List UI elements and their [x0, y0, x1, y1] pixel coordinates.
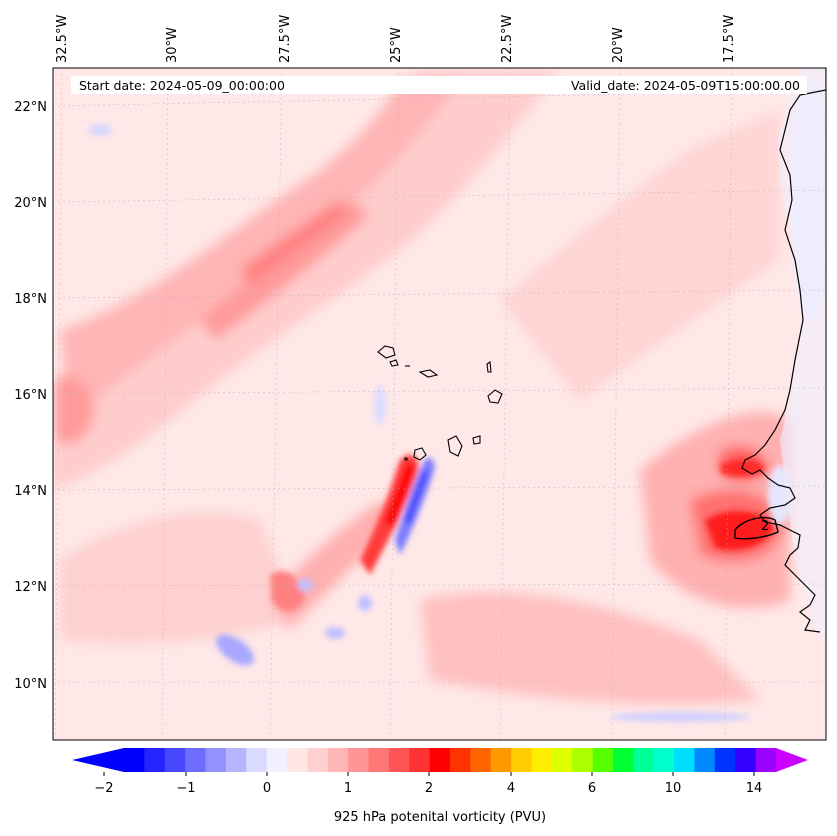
- colorbar-cell: [572, 748, 594, 772]
- lon-label: 25°W: [389, 27, 404, 63]
- colorbar-cell: [633, 748, 655, 772]
- colorbar-cell: [653, 748, 675, 772]
- colorbar-tick-label: −2: [94, 781, 113, 796]
- colorbar-tick-label: 0: [263, 781, 271, 796]
- colorbar-tick-label: 6: [588, 781, 596, 796]
- lat-label: 20°N: [14, 196, 47, 211]
- colorbar-cell: [327, 748, 349, 772]
- colorbar-tick-label: 10: [665, 781, 682, 796]
- latitude-labels: 22°N 20°N 18°N 16°N 14°N 12°N 10°N: [14, 100, 47, 692]
- lat-label: 16°N: [14, 388, 47, 403]
- colorbar-tick-label: 4: [507, 781, 515, 796]
- date-banner: [71, 76, 807, 94]
- colorbar-tick-label: 2: [425, 781, 433, 796]
- lon-label: 27.5°W: [278, 15, 293, 63]
- contour-label: 2: [761, 519, 769, 534]
- colorbar-cell: [613, 748, 634, 772]
- lon-label: 20°W: [611, 27, 626, 63]
- colorbar-tick-label: 1: [344, 781, 352, 796]
- lon-label: 30°W: [165, 27, 180, 63]
- colorbar-cell: [205, 748, 227, 772]
- valid-date-label: Valid_date: 2024-05-09T15:00:00.00: [571, 78, 800, 93]
- colorbar-cell: [694, 748, 716, 772]
- colorbar-cell: [429, 748, 451, 772]
- lon-label: 32.5°W: [55, 15, 70, 63]
- colorbar-cell: [246, 748, 268, 772]
- colorbar-cell: [409, 748, 431, 772]
- lat-label: 14°N: [14, 484, 47, 499]
- gridlines: [53, 68, 826, 740]
- map-panel: Start date: 2024-05-09_00:00:00 Valid_da…: [14, 15, 827, 741]
- colorbar-cell: [164, 748, 186, 772]
- colorbar-cell: [470, 748, 492, 772]
- pv-field: Start date: 2024-05-09_00:00:00 Valid_da…: [53, 68, 826, 740]
- colorbar-cell: [450, 748, 471, 772]
- islands: [377, 345, 503, 461]
- colorbar-cell: [511, 748, 532, 772]
- colorbar: −2 −1 0 1 2 4 6 10 14 925 hPa potenital …: [72, 748, 808, 825]
- colorbar-cell: [531, 748, 553, 772]
- lat-label: 18°N: [14, 292, 47, 307]
- colorbar-extend-max: [776, 748, 808, 772]
- start-date-label: Start date: 2024-05-09_00:00:00: [79, 78, 285, 93]
- lon-label: 22.5°W: [500, 15, 515, 63]
- colorbar-cell: [185, 748, 206, 772]
- colorbar-cell: [287, 748, 308, 772]
- lon-label: 17.5°W: [722, 15, 737, 63]
- colorbar-cell: [144, 748, 166, 772]
- colorbar-cell: [490, 748, 512, 772]
- coastline: [741, 68, 826, 633]
- colorbar-cell: [714, 748, 736, 772]
- longitude-labels: 32.5°W 30°W 27.5°W 25°W 22.5°W 20°W 17.5…: [55, 15, 737, 63]
- colorbar-cell: [225, 748, 247, 772]
- colorbar-cell: [307, 748, 329, 772]
- colorbar-cell: [266, 748, 288, 772]
- colorbar-cell: [348, 748, 369, 772]
- colorbar-cell: [755, 748, 777, 772]
- lat-label: 12°N: [14, 580, 47, 595]
- colorbar-cell: [551, 748, 573, 772]
- colorbar-cell: [674, 748, 695, 772]
- colorbar-tick-label: −1: [176, 781, 195, 796]
- colorbar-cell: [592, 748, 614, 772]
- colorbar-tick-label: 14: [746, 781, 763, 796]
- colorbar-cell: [388, 748, 410, 772]
- colorbar-cell: [124, 748, 145, 772]
- colorbar-label: 925 hPa potenital vorticity (PVU): [334, 810, 546, 825]
- lat-label: 10°N: [14, 677, 47, 692]
- map-frame: [52, 67, 827, 741]
- lat-label: 22°N: [14, 100, 47, 115]
- colorbar-cells: [124, 748, 777, 772]
- colorbar-cell: [735, 748, 757, 772]
- colorbar-cell: [368, 748, 390, 772]
- colorbar-ticks: [103, 772, 755, 776]
- colorbar-extend-min: [72, 748, 124, 772]
